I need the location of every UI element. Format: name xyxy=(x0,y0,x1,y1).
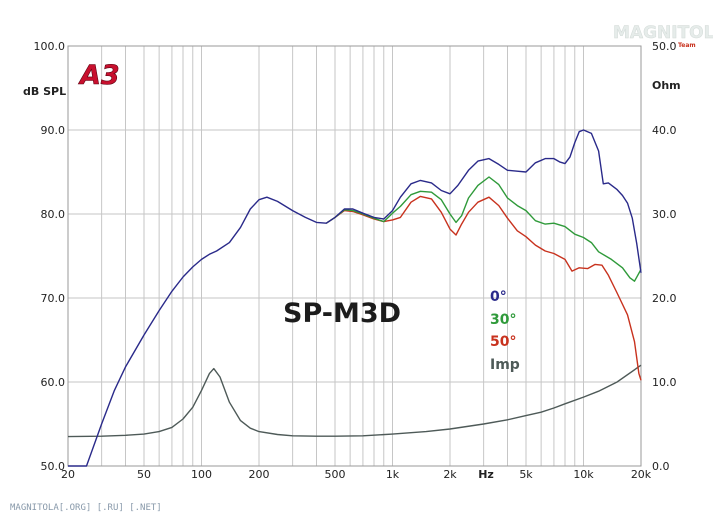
x-tick-label: 10k xyxy=(573,468,594,481)
left-tick-label: 60.0 xyxy=(41,376,66,389)
left-axis-ticks: 50.0 60.0 70.0 80.0 90.0 100.0 xyxy=(34,40,66,473)
right-tick-label: 20.0 xyxy=(652,292,677,305)
y-axis-label-right: Ohm xyxy=(652,79,681,92)
right-tick-label: 0.0 xyxy=(652,460,670,473)
x-tick-label: 200 xyxy=(249,468,270,481)
watermark-bottom: MAGNITOLA[.ORG] [.RU] [.NET] xyxy=(10,503,162,513)
left-tick-label: 70.0 xyxy=(41,292,66,305)
series-layer xyxy=(67,129,642,467)
x-axis-label: Hz xyxy=(478,468,494,481)
plot-frame xyxy=(67,45,642,467)
left-tick-label: 90.0 xyxy=(41,124,66,137)
x-tick-label: 20 xyxy=(61,468,75,481)
watermark-top-small: Team xyxy=(678,42,696,49)
y-axis-label-left: dB SPL xyxy=(23,85,66,98)
grid-lines xyxy=(67,45,642,467)
left-tick-label: 100.0 xyxy=(34,40,66,53)
x-tick-label: 1k xyxy=(386,468,400,481)
series-line-30deg xyxy=(325,176,642,282)
series-line-50deg xyxy=(325,195,642,381)
x-tick-label: 100 xyxy=(191,468,212,481)
x-axis-ticks: 20 50 100 200 500 1k 2k 5k 10k 20k xyxy=(61,468,652,481)
x-tick-label: 20k xyxy=(631,468,652,481)
right-tick-label: 10.0 xyxy=(652,376,677,389)
x-tick-label: 500 xyxy=(325,468,346,481)
x-tick-label: 2k xyxy=(443,468,457,481)
right-axis-ticks: 0.0 10.0 20.0 30.0 40.0 50.0 xyxy=(652,40,677,473)
legend-0deg: 0° xyxy=(490,289,507,305)
right-tick-label: 40.0 xyxy=(652,124,677,137)
left-tick-label: 80.0 xyxy=(41,208,66,221)
legend-30deg: 30° xyxy=(490,312,516,328)
right-tick-label: 50.0 xyxy=(652,40,677,53)
series-line-0deg xyxy=(68,129,642,467)
legend-50deg: 50° xyxy=(490,334,516,350)
x-tick-label: 50 xyxy=(137,468,151,481)
watermark-top: MAGNITOLA xyxy=(613,23,713,43)
series-line-imp xyxy=(67,364,642,438)
logo: A3 xyxy=(78,60,120,91)
left-tick-label: 50.0 xyxy=(41,460,66,473)
x-tick-label: 5k xyxy=(519,468,533,481)
legend-imp: Imp xyxy=(490,357,520,373)
chart-title: SP-M3D xyxy=(283,298,401,329)
right-tick-label: 30.0 xyxy=(652,208,677,221)
